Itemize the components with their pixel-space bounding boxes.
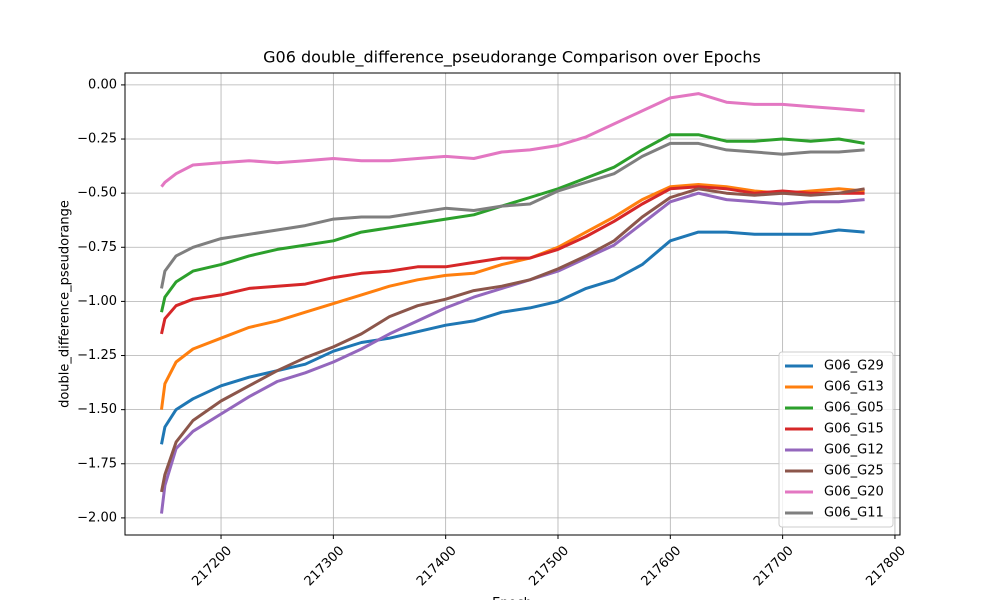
series-line <box>160 141 865 289</box>
y-tick-label: −1.75 <box>77 456 117 471</box>
series-line <box>160 92 865 188</box>
series-line <box>160 133 865 313</box>
y-tick-label: −0.50 <box>77 186 117 201</box>
series-line <box>160 185 865 335</box>
series-line <box>160 187 865 493</box>
x-tick-label: 217300 <box>302 543 348 589</box>
legend-label: G06_G13 <box>824 380 884 395</box>
y-tick-label: −0.75 <box>77 240 117 255</box>
x-tick-label: 217600 <box>639 543 685 589</box>
x-tick-label: 217200 <box>189 543 235 589</box>
legend-label: G06_G25 <box>824 464 884 479</box>
legend-label: G06_G05 <box>824 401 884 416</box>
legend-box <box>778 351 894 528</box>
legend-label: G06_G15 <box>824 422 884 437</box>
plot-frame <box>124 72 901 536</box>
legend-label: G06_G11 <box>824 506 884 521</box>
y-tick-label: −1.00 <box>77 294 117 309</box>
y-axis-label: double_difference_pseudorange <box>58 200 73 408</box>
x-tick-label: 217700 <box>751 543 797 589</box>
legend-label: G06_G20 <box>824 485 884 500</box>
x-axis-label: Epoch <box>492 596 532 600</box>
series-line <box>160 228 865 445</box>
x-tick-label: 217400 <box>414 543 460 589</box>
x-tick-label: 217800 <box>863 543 909 589</box>
y-tick-label: 0.00 <box>88 77 117 92</box>
y-tick-label: −0.25 <box>77 132 117 147</box>
chart-title: G06 double_difference_pseudorange Compar… <box>263 48 761 68</box>
y-tick-label: −1.25 <box>77 348 117 363</box>
x-tick-label: 217500 <box>526 543 572 589</box>
legend-label: G06_G29 <box>824 359 884 374</box>
series-line <box>160 191 865 514</box>
y-tick-label: −2.00 <box>77 510 117 525</box>
legend-label: G06_G12 <box>824 443 884 458</box>
y-tick-label: −1.50 <box>77 402 117 417</box>
series-line <box>160 183 865 410</box>
